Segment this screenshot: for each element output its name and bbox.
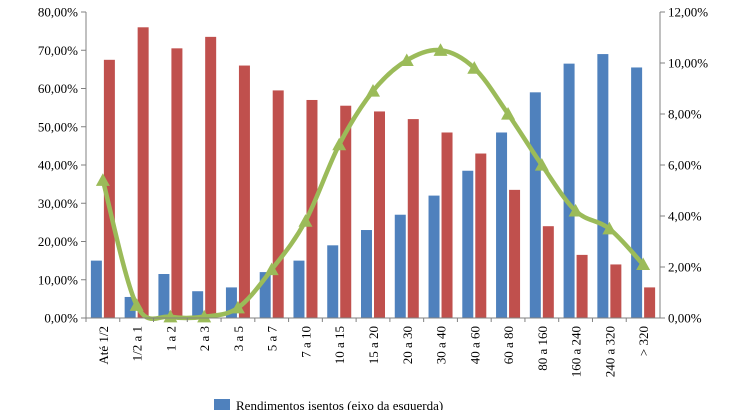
line-green-point-12 [501, 107, 516, 120]
line-green-point-7 [332, 137, 347, 151]
line-green-point-1 [129, 298, 144, 311]
bar-blue-13 [529, 92, 541, 318]
bar-blue-6 [293, 260, 305, 318]
bar-red-3 [205, 36, 217, 319]
legend: Rendimentos isentos (eixo da esquerda) [214, 398, 443, 413]
bar-red-10 [441, 132, 453, 318]
bar-red-8 [374, 111, 385, 318]
bar-blue-16 [631, 67, 643, 319]
line-green-point-14 [568, 203, 583, 217]
left-tick-label-2: 20,00% [38, 234, 78, 249]
line-green-point-2 [163, 309, 178, 323]
bar-blue-15 [597, 54, 609, 318]
bar-blue-8 [361, 230, 372, 318]
x-tick-label-10: 30 a 40 [434, 326, 449, 364]
bars-layer [90, 27, 656, 319]
x-tick-label-1: 1/2 a 1 [130, 326, 145, 361]
line-green-point-16 [636, 257, 651, 271]
x-tick-label-13: 80 a 160 [535, 326, 550, 371]
line-green-point-9 [399, 53, 414, 67]
bar-red-14 [576, 254, 588, 318]
x-tick-label-14: 160 a 240 [569, 326, 584, 377]
left-tick-label-6: 60,00% [38, 81, 78, 96]
line-green-point-15 [602, 221, 617, 235]
bar-blue-10 [428, 195, 440, 318]
x-tick-label-15: 240 a 320 [602, 326, 617, 377]
line-green-point-13 [534, 158, 549, 171]
bar-blue-2 [158, 274, 170, 318]
bar-red-4 [238, 65, 250, 318]
bar-blue-12 [496, 132, 508, 318]
x-tick-label-5: 5 a 7 [265, 326, 280, 352]
bar-red-1 [137, 27, 149, 319]
x-tick-label-16: > 320 [636, 326, 651, 356]
legend-label-rendimentos-isentos: Rendimentos isentos (eixo da esquerda) [236, 398, 443, 410]
bar-red-12 [509, 189, 521, 318]
line-green-point-3 [197, 309, 212, 323]
bar-blue-11 [462, 170, 474, 318]
line-green-point-4 [230, 300, 245, 314]
right-tick-label-4: 8,00% [668, 107, 702, 122]
right-tick-label-1: 2,00% [668, 260, 702, 275]
bar-red-7 [340, 105, 352, 319]
bar-red-5 [272, 90, 284, 318]
line-green-point-0 [95, 173, 110, 186]
left-tick-label-0: 0,00% [44, 311, 78, 326]
bar-red-0 [103, 59, 115, 318]
x-tick-label-7: 10 a 15 [332, 326, 347, 364]
bar-red-13 [542, 226, 554, 318]
bar-red-2 [171, 48, 183, 319]
right-tick-label-0: 0,00% [668, 311, 702, 326]
x-tick-label-0: Até 1/2 [96, 326, 111, 365]
legend-swatch-rendimentos-isentos [214, 399, 230, 410]
line-green-point-10 [433, 43, 448, 56]
line-green-point-5 [264, 262, 279, 276]
bar-blue-7 [327, 245, 339, 318]
left-tick-label-3: 30,00% [38, 196, 78, 211]
bar-blue-5 [259, 272, 271, 318]
bar-blue-0 [90, 260, 102, 318]
left-tick-label-7: 70,00% [38, 43, 78, 58]
bar-blue-3 [192, 291, 204, 318]
x-tick-label-6: 7 a 10 [298, 326, 313, 358]
right-tick-label-3: 6,00% [668, 158, 702, 173]
x-tick-label-9: 20 a 30 [400, 326, 415, 364]
x-tick-label-11: 40 a 60 [467, 326, 482, 364]
right-tick-label-2: 4,00% [668, 209, 702, 224]
right-tick-label-5: 10,00% [668, 56, 708, 71]
bar-red-9 [407, 119, 419, 318]
right-tick-label-6: 12,00% [668, 5, 708, 20]
axes-layer: 0,00% 10,00% 20,00% 30,00% 40,00% 50,00% 60,00… [38, 5, 708, 378]
bar-blue-1 [124, 296, 136, 318]
x-tick-label-3: 2 a 3 [197, 326, 212, 351]
left-tick-label-8: 80,00% [38, 5, 78, 20]
bar-red-16 [644, 287, 656, 318]
line-green-point-6 [298, 214, 313, 227]
x-tick-label-4: 3 a 5 [231, 326, 246, 351]
left-tick-label-5: 50,00% [38, 119, 78, 134]
bar-blue-4 [225, 287, 237, 318]
line-green-point-8 [366, 84, 380, 97]
x-tick-label-12: 60 a 80 [501, 326, 516, 364]
left-tick-label-1: 10,00% [38, 272, 78, 287]
x-tick-label-8: 15 a 20 [366, 326, 381, 364]
bar-red-11 [475, 153, 487, 318]
bar-red-15 [610, 264, 622, 318]
bar-blue-14 [563, 63, 575, 319]
line-green-point-11 [467, 61, 482, 74]
bar-blue-9 [394, 214, 406, 318]
left-tick-label-4: 40,00% [38, 158, 78, 173]
x-tick-label-2: 1 a 2 [163, 326, 178, 351]
